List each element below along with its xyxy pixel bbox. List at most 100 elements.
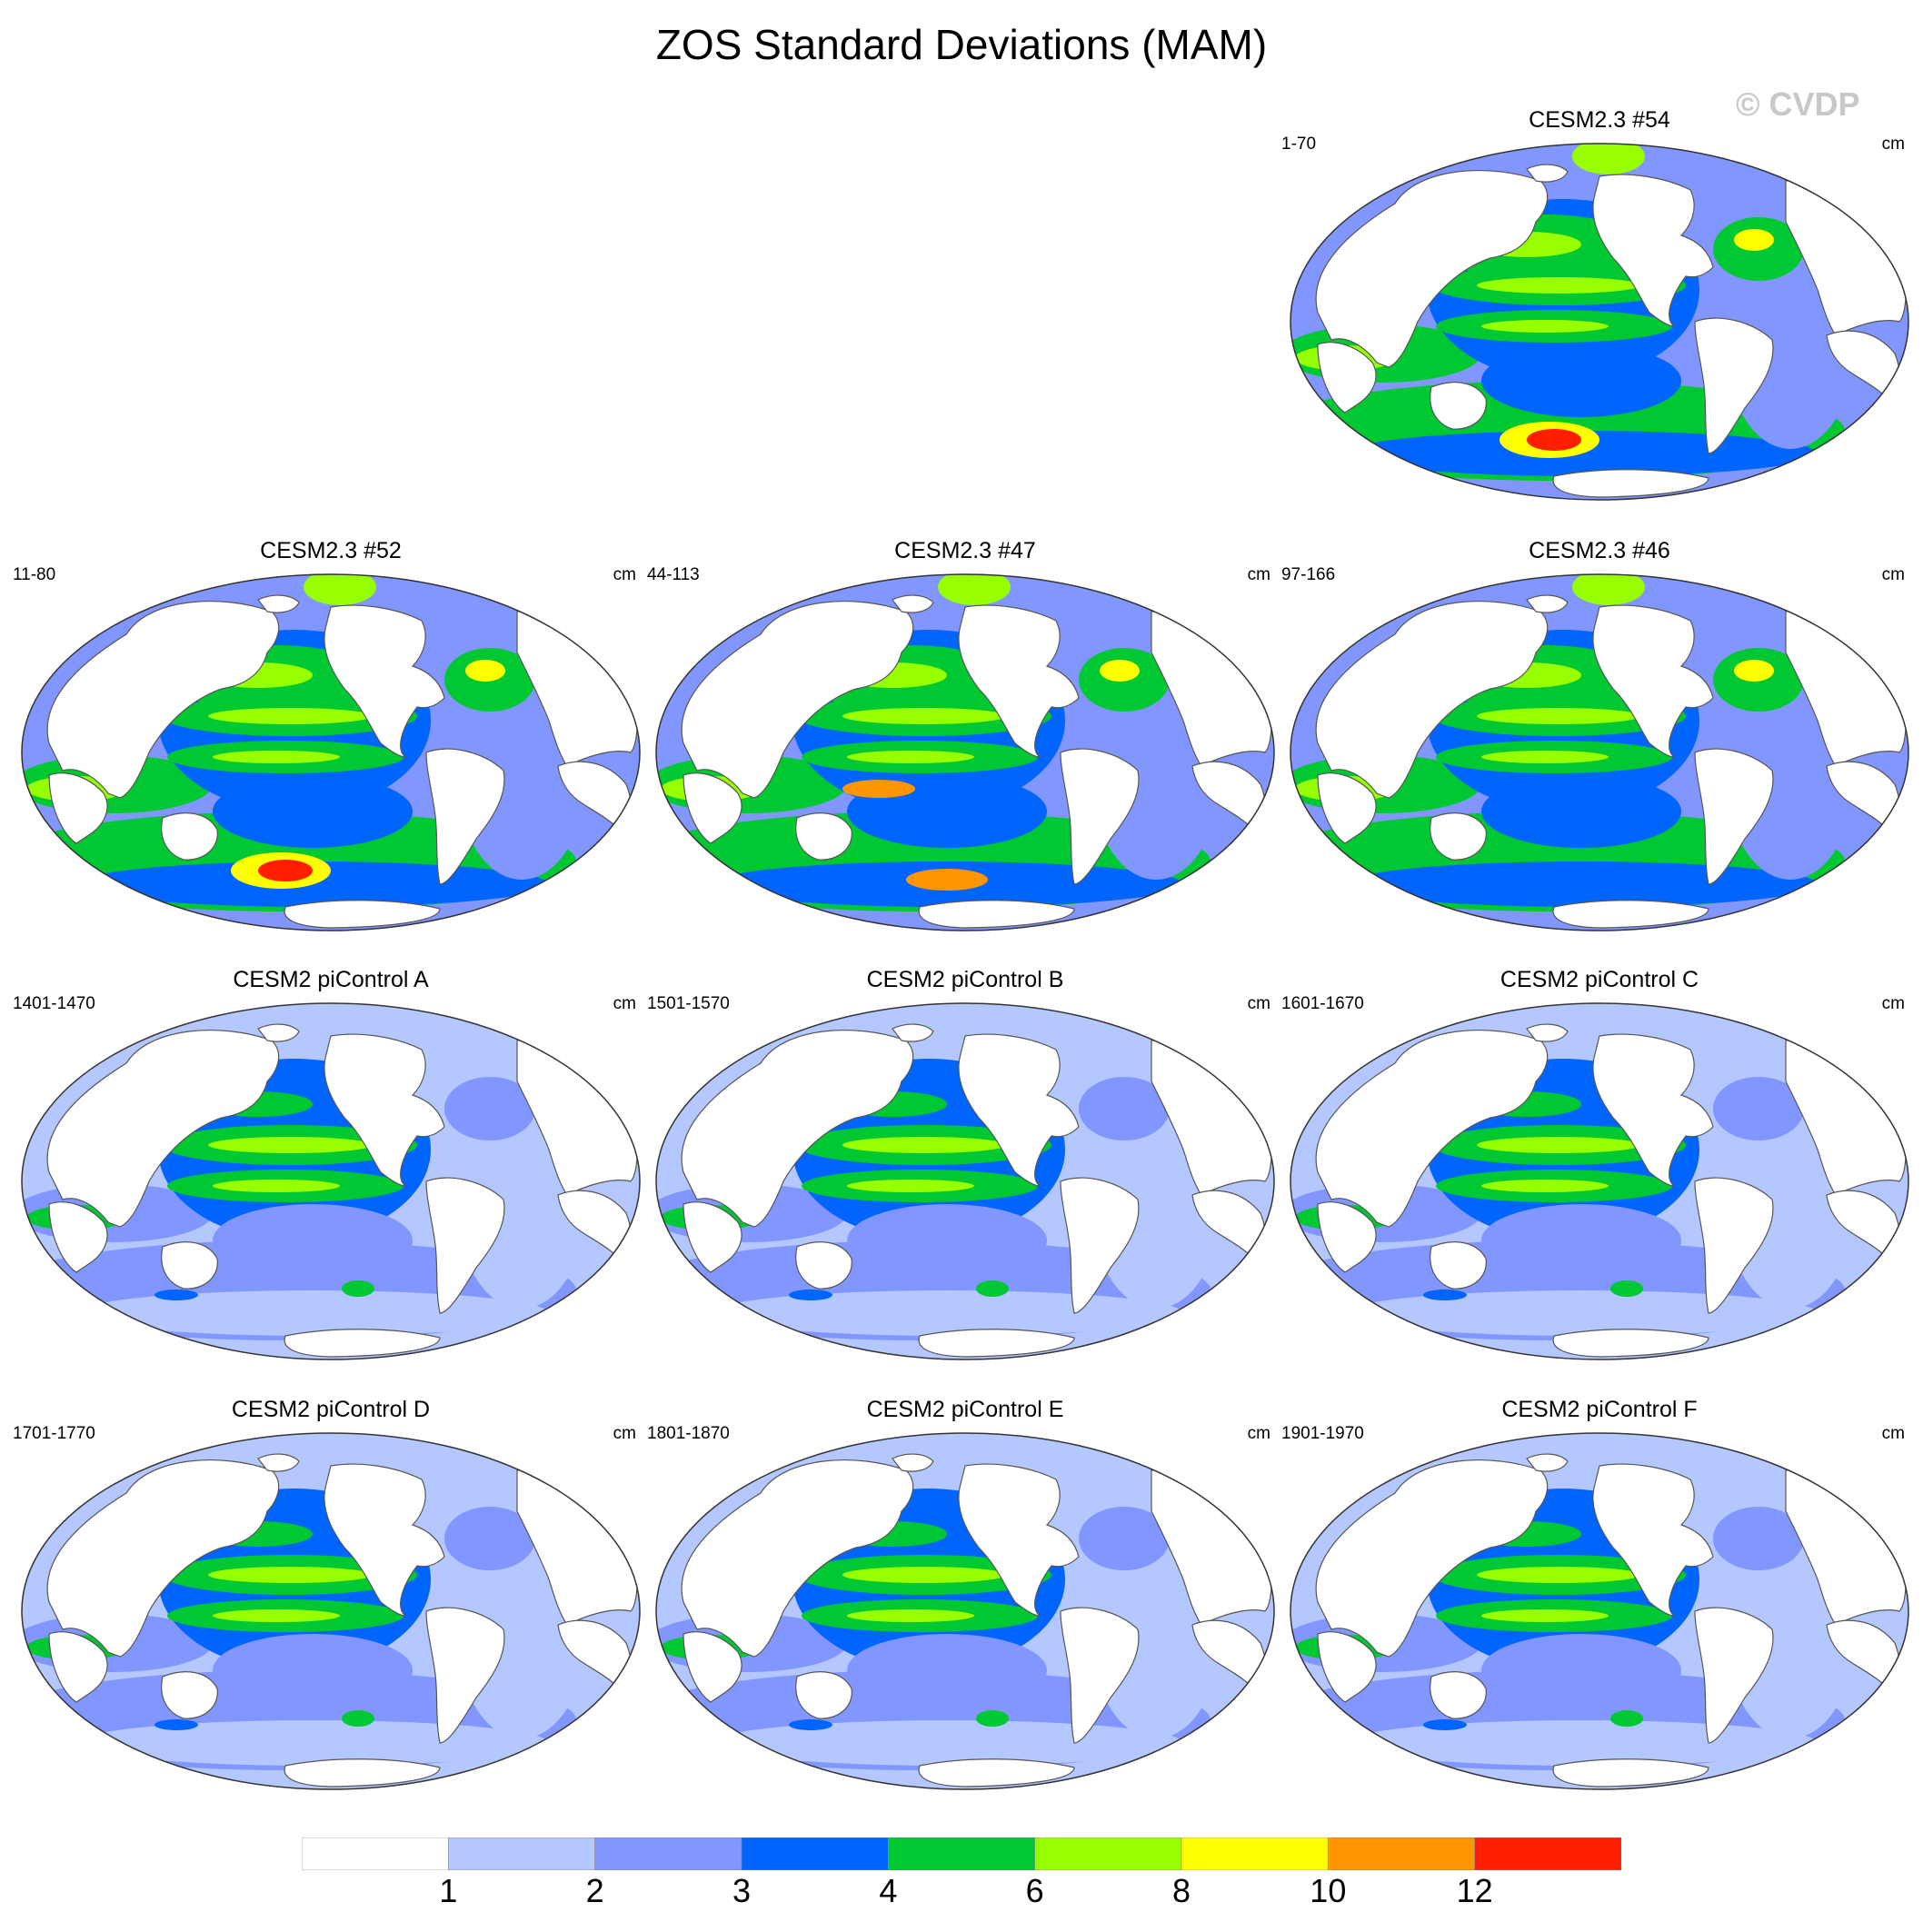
continent	[1694, 1177, 1774, 1314]
continent	[1526, 1023, 1569, 1042]
continent	[48, 1631, 108, 1703]
colorbar-tick-label: 6	[1025, 1872, 1044, 1909]
tropical-pacific-band	[1481, 320, 1609, 333]
panel-units: cm	[1881, 565, 1905, 584]
continent	[892, 594, 934, 613]
panel-units: cm	[1881, 994, 1905, 1013]
continent	[1526, 1453, 1569, 1472]
map-panel: CESM2.3 #47 44-113 cm	[647, 538, 1283, 938]
panel-units: cm	[613, 1424, 636, 1443]
hotspot	[258, 860, 313, 881]
panel-title: CESM2 piControl B	[866, 967, 1064, 992]
south-pacific-gyre	[213, 1204, 413, 1277]
gulf-stream-region	[1713, 1077, 1804, 1140]
gulf-stream-region	[1713, 1507, 1804, 1570]
continent	[1592, 1463, 1714, 1617]
panel-years: 1501-1570	[647, 994, 730, 1013]
map-panel: CESM2.3 #46 97-166 cm	[1281, 538, 1918, 938]
map-panel: CESM2.3 #54 1-70 cm	[1281, 107, 1918, 507]
map-panel: CESM2 piControl C 1601-1670 cm	[1281, 967, 1918, 1367]
tropical-pacific-band	[1481, 1180, 1609, 1192]
map-outline	[655, 1432, 1275, 1790]
colorbar-tick-label: 8	[1171, 1872, 1191, 1909]
robinson-map	[655, 1432, 1275, 1790]
continent	[1317, 772, 1377, 844]
map-outline	[21, 1432, 641, 1790]
colorbar-tick-label: 1	[439, 1872, 458, 1909]
continent	[425, 748, 505, 885]
arctic-region	[304, 574, 376, 605]
southern-ocean-band	[1345, 1290, 1818, 1336]
panel-years: 1801-1870	[647, 1424, 730, 1443]
tropical-pacific-band	[847, 751, 974, 763]
gulf-stream-region	[444, 1507, 535, 1570]
eddy-patch	[1423, 1290, 1467, 1300]
tropical-pacific-band	[1481, 751, 1609, 763]
panel-years: 1601-1670	[1281, 994, 1364, 1013]
panel-units: cm	[1247, 565, 1270, 584]
panel-units: cm	[1247, 994, 1270, 1013]
continent	[1317, 1201, 1377, 1273]
panel-units: cm	[1881, 134, 1905, 154]
arctic-region	[1572, 1003, 1645, 1034]
eddy-patch	[342, 1710, 374, 1727]
continent	[683, 772, 742, 844]
colorbar-swatch	[741, 1837, 889, 1870]
colorbar-tick-label: 4	[879, 1872, 898, 1909]
panel-title: CESM2.3 #52	[260, 538, 402, 563]
continent	[1592, 604, 1714, 758]
map-outline	[1290, 573, 1909, 931]
tropical-pacific-band	[208, 708, 372, 724]
continent	[795, 1671, 852, 1719]
continent	[161, 1241, 218, 1290]
map-panel: CESM2 piControl B 1501-1570 cm	[647, 967, 1283, 1367]
map-outline	[655, 573, 1275, 931]
gulf-stream-region	[444, 1077, 535, 1140]
continent	[1060, 1177, 1140, 1314]
continent	[1526, 594, 1569, 613]
arctic-region	[1572, 144, 1645, 174]
continent	[958, 604, 1080, 758]
map-panel: CESM2.3 #52 11-80 cm	[13, 538, 649, 938]
continent	[1592, 174, 1714, 327]
robinson-map	[21, 573, 641, 931]
continent	[958, 1033, 1080, 1187]
continent	[1526, 164, 1569, 183]
eddy-patch	[1423, 1719, 1467, 1730]
south-pacific-gyre	[213, 775, 413, 848]
gulf-stream-core	[1734, 660, 1774, 682]
colorbar-tick-label: 3	[732, 1872, 752, 1909]
tropical-pacific-band	[1481, 1609, 1609, 1622]
map-outline	[1290, 143, 1909, 501]
continent	[1060, 1607, 1140, 1744]
tropical-pacific-band	[213, 1180, 340, 1192]
continent	[918, 1758, 1075, 1788]
tropical-pacific-band	[842, 708, 1006, 724]
south-pacific-gyre	[213, 1634, 413, 1707]
tropical-pacific-band	[847, 1180, 974, 1192]
robinson-map	[21, 1432, 641, 1790]
arctic-region	[938, 1003, 1011, 1034]
continent	[1317, 342, 1377, 413]
south-pacific-gyre	[1481, 1204, 1681, 1277]
panel-title: CESM2 piControl C	[1500, 967, 1699, 992]
panel-title: CESM2 piControl A	[233, 967, 429, 992]
gulf-stream-region	[1079, 1507, 1170, 1570]
panel-years: 97-166	[1281, 565, 1336, 584]
eddy-patch	[154, 1290, 198, 1300]
robinson-map	[21, 1002, 641, 1360]
continent	[1694, 748, 1774, 885]
panel-years: 11-80	[13, 565, 56, 584]
continent	[284, 1758, 441, 1788]
continent	[324, 1463, 445, 1617]
arctic-region	[1572, 574, 1645, 605]
panel-units: cm	[1247, 1424, 1270, 1443]
continent	[1552, 1329, 1709, 1358]
figure-title: ZOS Standard Deviations (MAM)	[655, 21, 1268, 68]
tropical-pacific-band	[213, 1609, 340, 1622]
panel-units: cm	[613, 565, 636, 584]
continent	[257, 1023, 300, 1042]
continent	[1060, 748, 1140, 885]
tropical-pacific-band	[1477, 708, 1640, 724]
tropical-pacific-band	[842, 1137, 1006, 1153]
